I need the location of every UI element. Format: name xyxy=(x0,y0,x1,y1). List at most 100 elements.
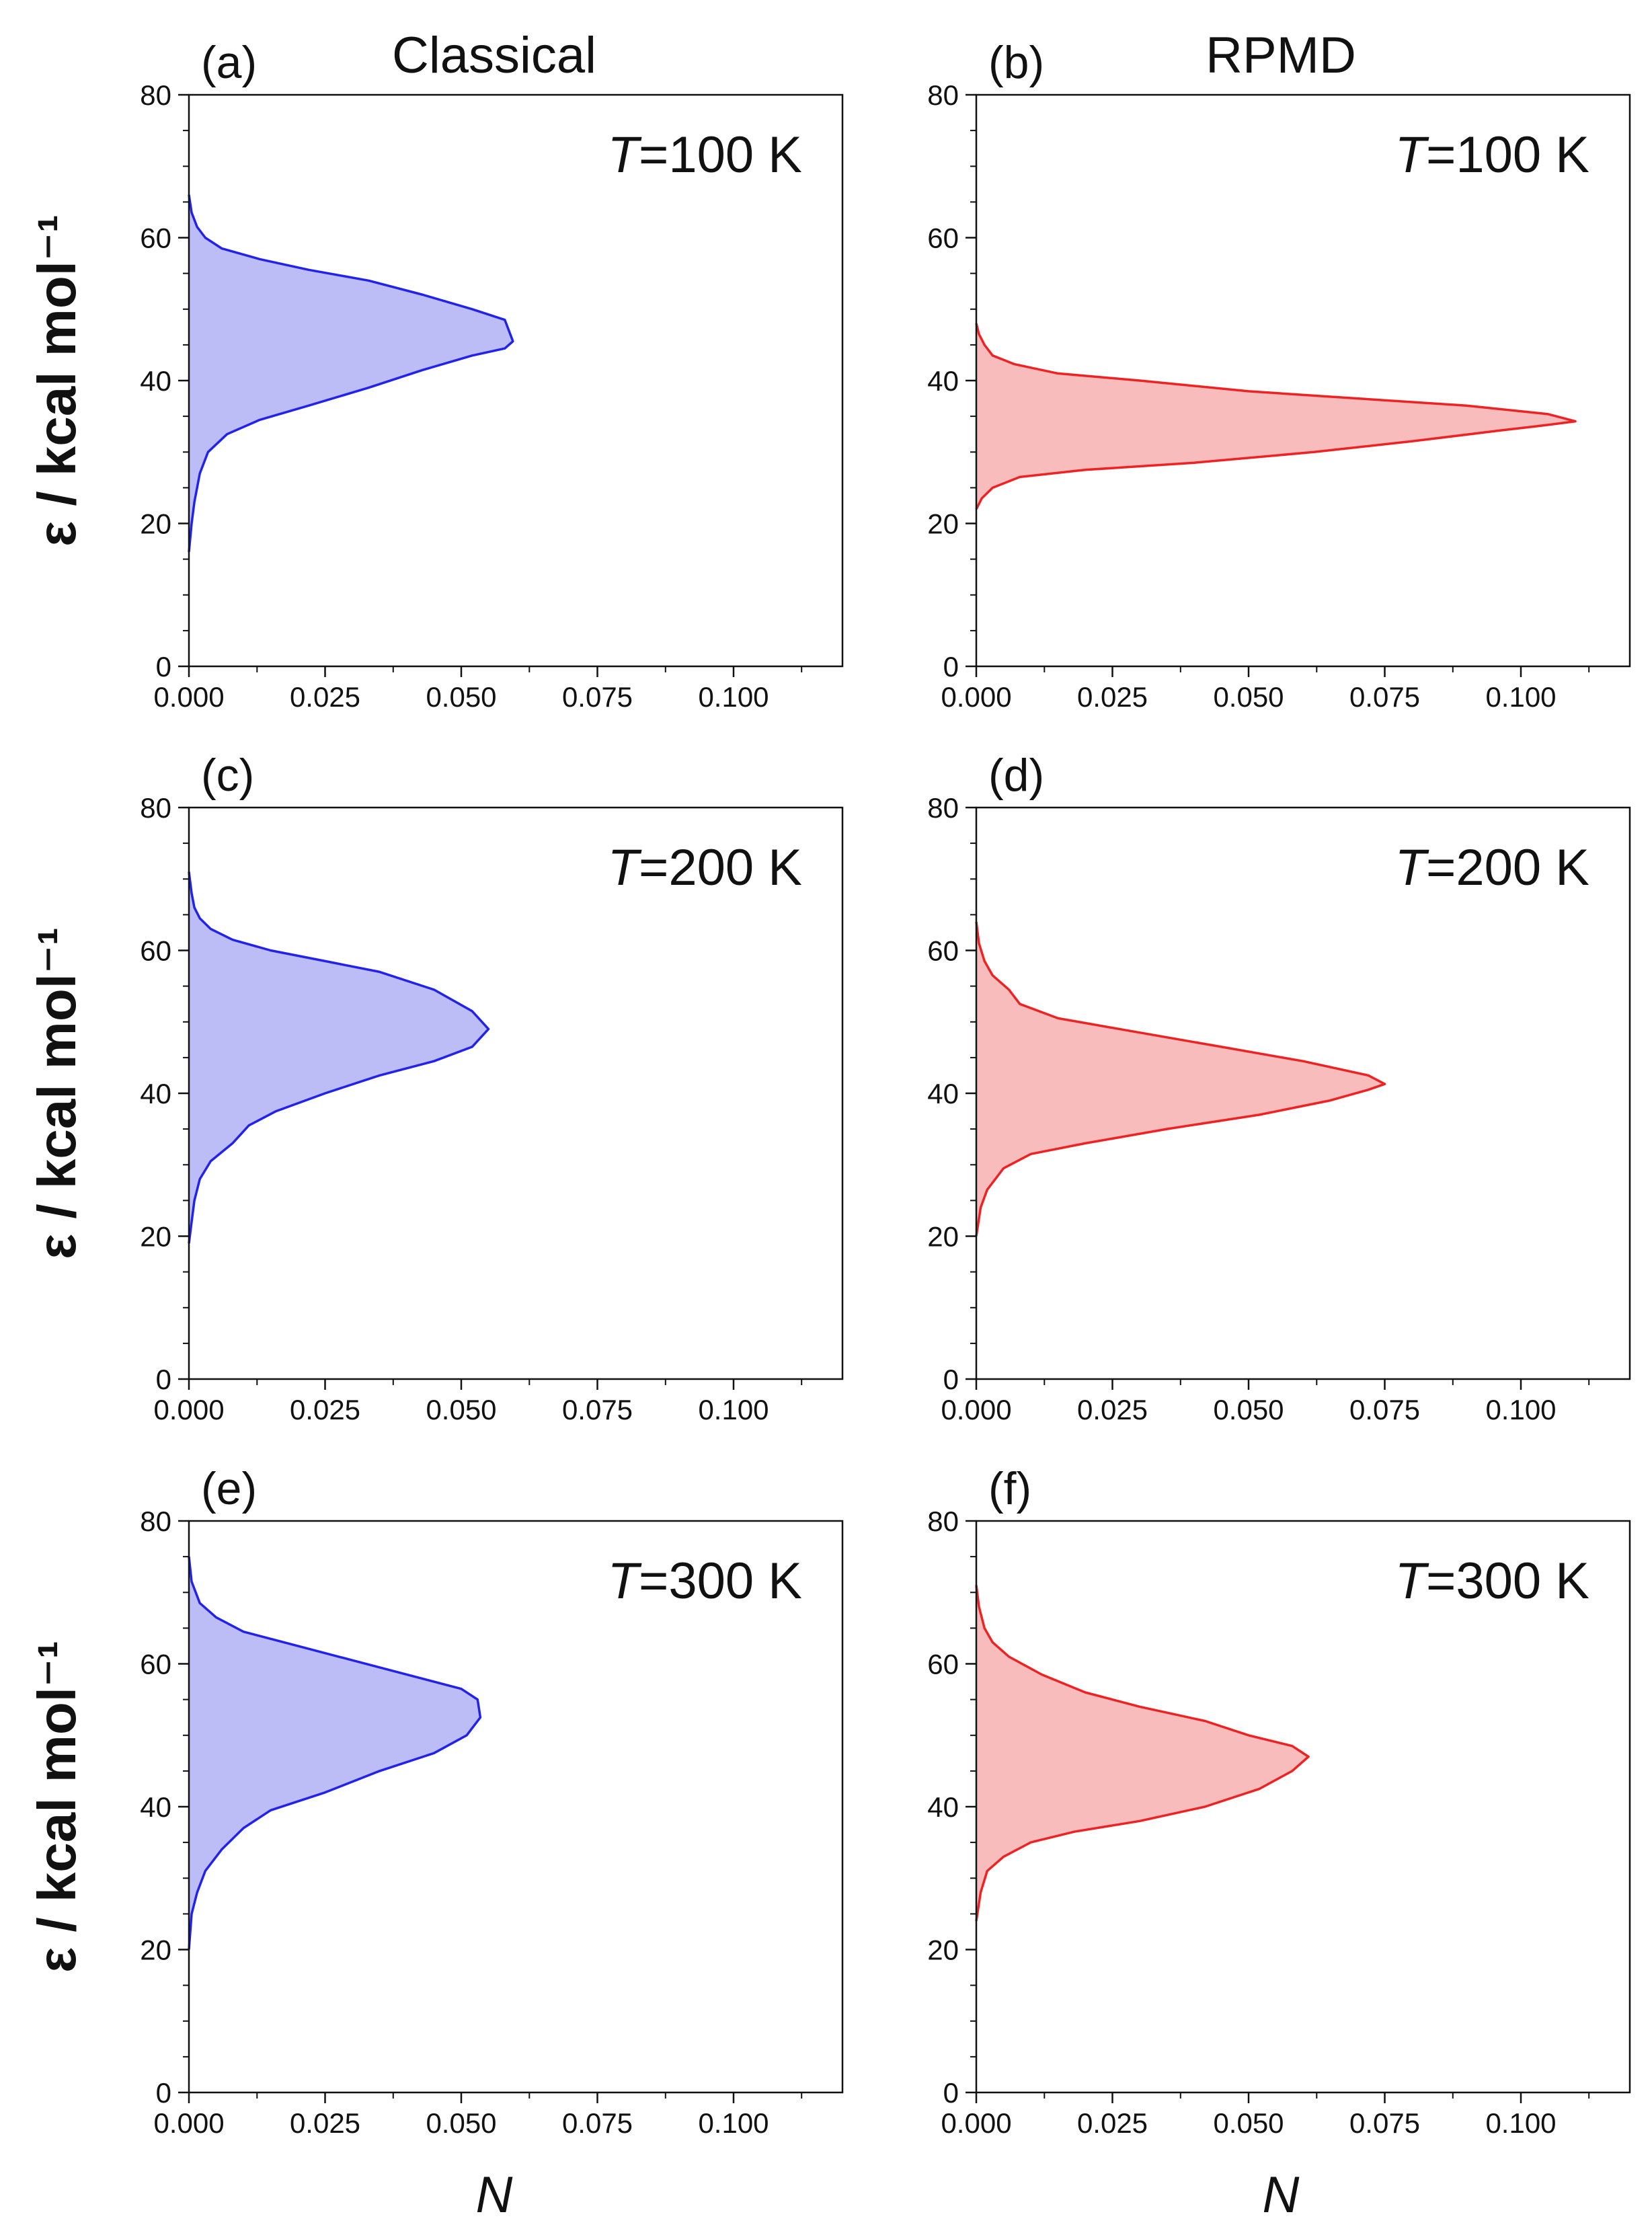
y-tick-label: 20 xyxy=(927,1221,959,1253)
x-tick-label: 0.000 xyxy=(941,681,1011,713)
x-tick-label: 0.100 xyxy=(698,1394,769,1425)
x-tick-label: 0.100 xyxy=(1485,2107,1556,2139)
temperature-annotation: T=200 K xyxy=(1395,839,1589,896)
x-tick-label: 0.000 xyxy=(153,681,224,713)
x-tick-label: 0.100 xyxy=(698,2107,769,2139)
y-tick-label: 40 xyxy=(927,1078,959,1109)
distribution-curve xyxy=(975,323,1577,510)
x-tick-label: 0.025 xyxy=(290,2107,360,2139)
temperature-annotation: T=300 K xyxy=(1395,1553,1589,1610)
x-tick-label: 0.050 xyxy=(426,681,496,713)
y-tick-label: 20 xyxy=(140,508,171,540)
y-tick-label: 80 xyxy=(927,79,959,111)
y-tick-label: 60 xyxy=(927,1649,959,1680)
temperature-annotation: T=200 K xyxy=(608,839,802,896)
temperature-symbol: T xyxy=(608,839,642,896)
x-axis-label-classical: N xyxy=(476,2166,513,2224)
panel-label: (f) xyxy=(988,1463,1031,1514)
y-tick-label: 0 xyxy=(156,2077,171,2109)
x-tick-label: 0.050 xyxy=(1213,2107,1284,2139)
distribution-fill xyxy=(189,194,513,552)
x-tick-label: 0.075 xyxy=(1349,681,1420,713)
x-tick-label: 0.075 xyxy=(1349,2107,1420,2139)
distribution-fill xyxy=(976,323,1575,510)
x-tick-label: 0.000 xyxy=(153,1394,224,1425)
temperature-symbol: T xyxy=(1395,1553,1429,1610)
y-tick-label: 0 xyxy=(156,1364,171,1395)
temperature-annotation: T=300 K xyxy=(608,1553,802,1610)
panel-label: (e) xyxy=(201,1463,257,1514)
x-tick-label: 0.050 xyxy=(426,2107,496,2139)
distribution-curve xyxy=(975,921,1386,1237)
y-tick-label: 80 xyxy=(140,1505,171,1537)
panel-label: (c) xyxy=(201,750,254,801)
y-tick-label: 0 xyxy=(943,651,959,682)
x-tick-label: 0.050 xyxy=(1213,681,1284,713)
x-tick-label: 0.075 xyxy=(562,2107,633,2139)
x-tick-label: 0.000 xyxy=(153,2107,224,2139)
panel-f: 0.000 0.025 0.050 0.075 0.100 0 20 40 60 80 (f) T=3… xyxy=(927,1463,1631,2139)
x-tick-label: 0.100 xyxy=(1485,1394,1556,1425)
distribution-fill xyxy=(976,1585,1309,1921)
y-axis-label-row-2: ε / kcal mol⁻¹ xyxy=(27,927,87,1259)
panel-e: 0.000 0.025 0.050 0.075 0.100 0 20 40 60 80 (e) T=3… xyxy=(140,1463,844,2139)
temperature-value: =100 K xyxy=(1426,126,1589,184)
distribution-curve xyxy=(188,1556,482,1950)
y-tick-label: 20 xyxy=(140,1934,171,1966)
x-tick-label: 0.075 xyxy=(1349,1394,1420,1425)
y-tick-label: 0 xyxy=(943,1364,959,1395)
y-tick-label: 80 xyxy=(927,1505,959,1537)
y-axis-label-row-1: ε / kcal mol⁻¹ xyxy=(27,214,87,547)
panel-c: 0.000 0.025 0.050 0.075 0.100 0 20 40 60 80 (c) T=2… xyxy=(140,750,844,1425)
y-tick-label: 20 xyxy=(927,508,959,540)
y-tick-label: 20 xyxy=(927,1934,959,1966)
y-tick-label: 60 xyxy=(927,935,959,967)
y-tick-label: 80 xyxy=(140,79,171,111)
x-tick-label: 0.050 xyxy=(426,1394,496,1425)
column-title-rpmd: RPMD xyxy=(1206,27,1356,84)
y-tick-label: 20 xyxy=(140,1221,171,1253)
y-tick-label: 80 xyxy=(140,792,171,824)
x-tick-label: 0.075 xyxy=(562,1394,633,1425)
distribution-curve xyxy=(188,871,490,1244)
x-tick-label: 0.025 xyxy=(290,681,360,713)
x-tick-label: 0.025 xyxy=(1077,1394,1148,1425)
y-tick-label: 40 xyxy=(927,365,959,397)
x-tick-label: 0.075 xyxy=(562,681,633,713)
distribution-fill xyxy=(189,1557,481,1950)
panel-label: (a) xyxy=(201,37,257,88)
temperature-annotation: T=100 K xyxy=(1395,126,1589,184)
y-tick-label: 60 xyxy=(140,935,171,967)
panel-label: (d) xyxy=(988,750,1044,801)
y-tick-label: 40 xyxy=(140,365,171,397)
panel-b: 0.000 0.025 0.050 0.075 0.100 0 20 40 60 80 (b) T=1… xyxy=(927,37,1631,713)
temperature-symbol: T xyxy=(1395,126,1429,184)
y-tick-label: 40 xyxy=(140,1078,171,1109)
temperature-symbol: T xyxy=(608,1553,642,1610)
distribution-fill xyxy=(189,871,489,1244)
y-tick-label: 60 xyxy=(927,223,959,254)
temperature-symbol: T xyxy=(1395,839,1429,896)
y-tick-label: 0 xyxy=(943,2077,959,2109)
y-tick-label: 40 xyxy=(927,1791,959,1823)
panel-d: 0.000 0.025 0.050 0.075 0.100 0 20 40 60 80 (d) T=2… xyxy=(927,750,1631,1425)
temperature-value: =200 K xyxy=(1426,839,1589,896)
x-tick-label: 0.025 xyxy=(1077,681,1148,713)
x-tick-label: 0.025 xyxy=(1077,2107,1148,2139)
y-axis-label-row-3: ε / kcal mol⁻¹ xyxy=(27,1641,87,1973)
panel-a: 0.000 0.025 0.050 0.075 0.100 0 20 40 60 80 (a) T=1… xyxy=(140,37,844,713)
temperature-value: =300 K xyxy=(639,1553,802,1610)
x-tick-label: 0.100 xyxy=(1485,681,1556,713)
distribution-curve xyxy=(188,194,514,553)
x-tick-label: 0.000 xyxy=(941,1394,1011,1425)
y-tick-label: 60 xyxy=(140,223,171,254)
x-tick-label: 0.000 xyxy=(941,2107,1011,2139)
y-tick-label: 40 xyxy=(140,1791,171,1823)
y-tick-label: 60 xyxy=(140,1649,171,1680)
x-tick-label: 0.025 xyxy=(290,1394,360,1425)
y-tick-label: 0 xyxy=(156,651,171,682)
temperature-symbol: T xyxy=(608,126,642,184)
x-tick-label: 0.050 xyxy=(1213,1394,1284,1425)
distribution-curve xyxy=(975,1585,1310,1922)
